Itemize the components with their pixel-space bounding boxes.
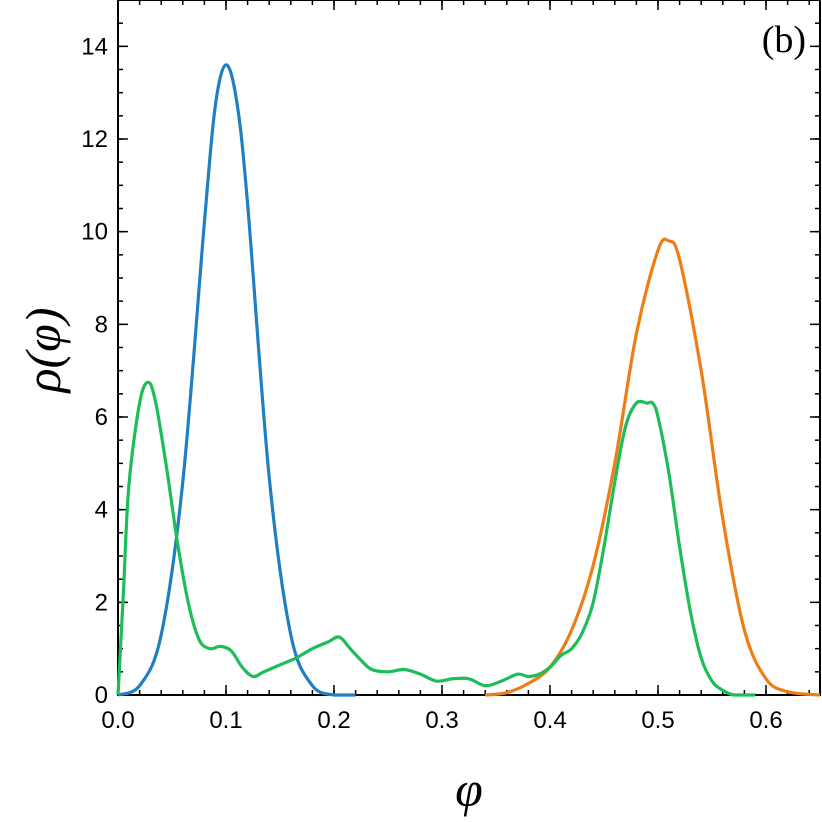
series-line-orange bbox=[485, 237, 821, 697]
plot-frame bbox=[117, 0, 821, 696]
x-tick-label: 0.6 bbox=[749, 707, 782, 734]
axis-ticks bbox=[117, 0, 820, 696]
panel-label: (b) bbox=[762, 19, 806, 61]
y-tick-label: 14 bbox=[81, 33, 108, 60]
tick-labels: 0.0 0.1 0.2 0.3 0.4 0.5 0.6 0 2 4 6 8 10 12 14 bbox=[81, 33, 782, 734]
series-line-green bbox=[116, 380, 756, 697]
x-tick-label: 0.5 bbox=[641, 707, 674, 734]
y-tick-label: 0 bbox=[95, 682, 108, 709]
y-tick-label: 4 bbox=[95, 497, 108, 524]
x-tick-label: 0.3 bbox=[425, 707, 458, 734]
series-line-blue bbox=[117, 63, 356, 697]
x-tick-label: 0.4 bbox=[533, 707, 566, 734]
y-tick-label: 8 bbox=[95, 311, 108, 338]
x-tick-label: 0.2 bbox=[317, 707, 350, 734]
y-tick-label: 6 bbox=[95, 404, 108, 431]
y-tick-label: 12 bbox=[81, 126, 108, 153]
series-layer bbox=[116, 63, 821, 697]
x-axis-label: φ bbox=[455, 761, 483, 817]
x-tick-label: 0.1 bbox=[209, 707, 242, 734]
y-tick-label: 10 bbox=[81, 219, 108, 246]
x-tick-label: 0.0 bbox=[101, 707, 134, 734]
y-tick-label: 2 bbox=[95, 589, 108, 616]
y-axis-label: ρ(φ) bbox=[15, 308, 71, 395]
